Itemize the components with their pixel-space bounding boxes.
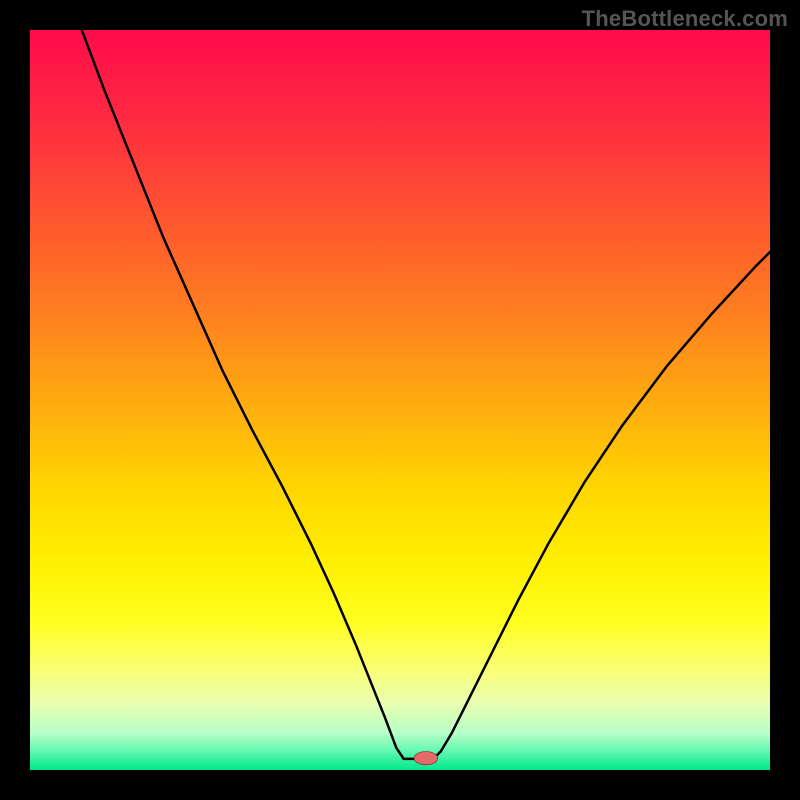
chart-frame: TheBottleneck.com [0,0,800,800]
plot-svg [30,30,770,770]
gradient-background [30,30,770,770]
minimum-marker [414,752,438,765]
watermark-text: TheBottleneck.com [582,6,788,32]
plot-area [30,30,770,770]
